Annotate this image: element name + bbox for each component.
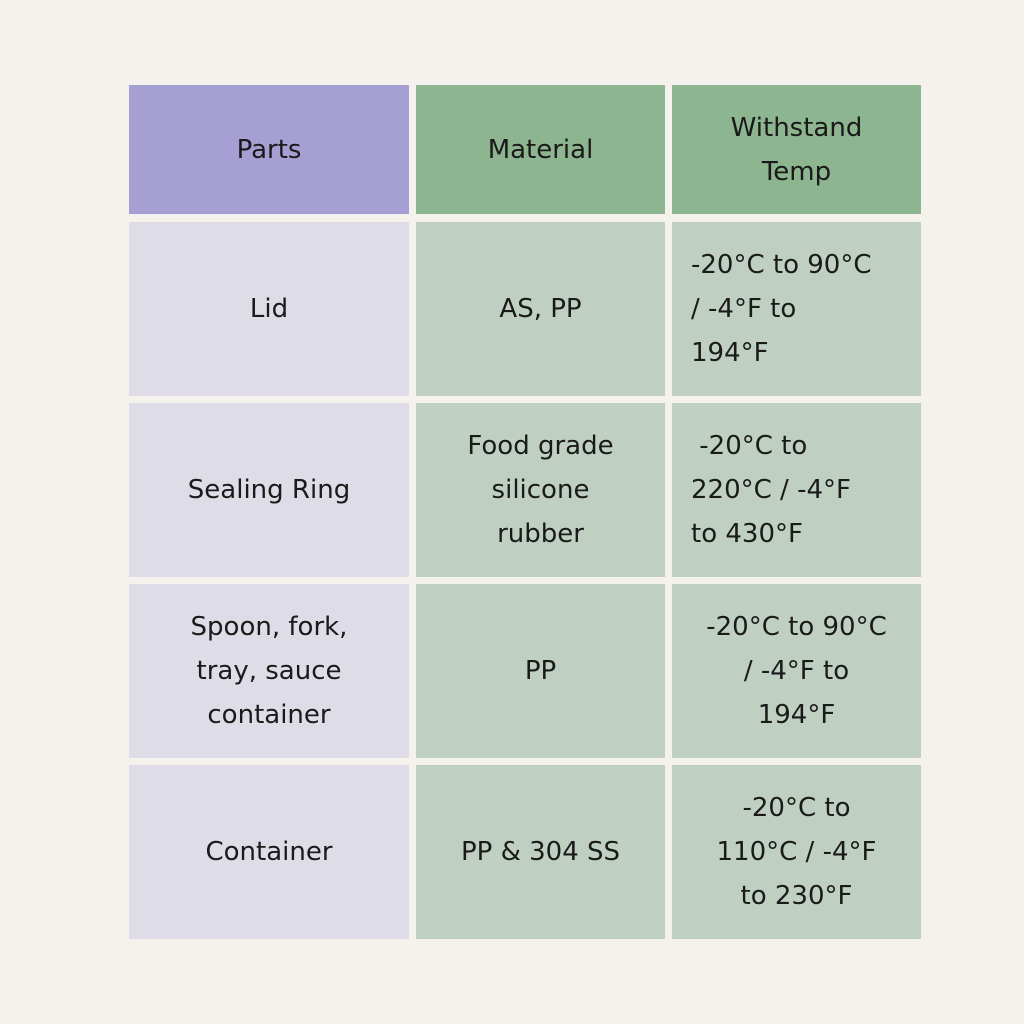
- cell-text: Food grade silicone rubber: [467, 431, 614, 549]
- table-cell: PP: [416, 584, 665, 758]
- table-cell: Container: [129, 765, 409, 939]
- table-cell: AS, PP: [416, 222, 665, 396]
- cell-text: Spoon, fork, tray, sauce container: [190, 612, 348, 730]
- header-label: Withstand Temp: [730, 112, 863, 187]
- cell-text: -20°C to 110°C / -4°F to 230°F: [716, 793, 877, 911]
- table-cell: Lid: [129, 222, 409, 396]
- table-cell: Sealing Ring: [129, 403, 409, 577]
- table-cell: -20°C to 220°C / -4°F to 430°F: [672, 403, 921, 577]
- table-cell: Food grade silicone rubber: [416, 403, 665, 577]
- header-material: Material: [416, 85, 665, 214]
- cell-text: PP: [524, 656, 557, 686]
- cell-text: -20°C to 220°C / -4°F to 430°F: [691, 431, 851, 549]
- cell-text: AS, PP: [499, 294, 582, 324]
- header-parts: Parts: [129, 85, 409, 214]
- table-cell: Spoon, fork, tray, sauce container: [129, 584, 409, 758]
- cell-text: Lid: [249, 294, 289, 324]
- cell-text: PP & 304 SS: [460, 837, 621, 867]
- cell-text: -20°C to 90°C / -4°F to 194°F: [691, 250, 872, 368]
- table-cell: -20°C to 90°C / -4°F to 194°F: [672, 222, 921, 396]
- table-cell: PP & 304 SS: [416, 765, 665, 939]
- cell-text: -20°C to 90°C / -4°F to 194°F: [706, 612, 887, 730]
- cell-text: Container: [205, 837, 333, 867]
- cell-text: Sealing Ring: [187, 475, 351, 505]
- header-label: Parts: [236, 134, 302, 165]
- table-cell: -20°C to 110°C / -4°F to 230°F: [672, 765, 921, 939]
- table-cell: -20°C to 90°C / -4°F to 194°F: [672, 584, 921, 758]
- header-label: Material: [487, 134, 594, 165]
- header-withstand-temp: Withstand Temp: [672, 85, 921, 214]
